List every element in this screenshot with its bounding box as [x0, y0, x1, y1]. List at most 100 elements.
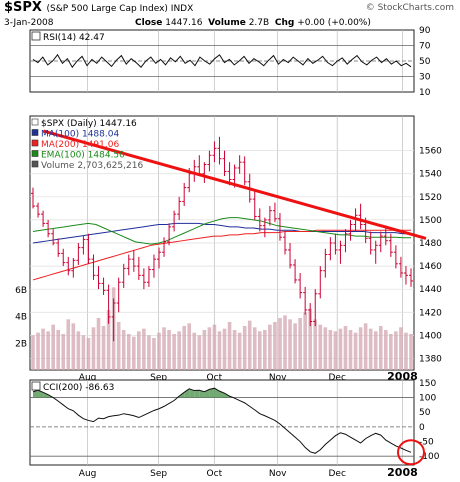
- volume-bar: [353, 332, 358, 370]
- volume-bar: [202, 329, 207, 370]
- cci-tick-label: 100: [419, 394, 436, 404]
- volume-bar: [187, 323, 192, 370]
- cci-overbought-fill: [194, 390, 200, 398]
- volume-bar: [247, 320, 252, 370]
- cci-x-tick-label: Nov: [269, 469, 287, 479]
- price-bar: [262, 217, 267, 238]
- volume-bar: [106, 309, 111, 370]
- price-bar: [96, 266, 101, 290]
- volume-bar: [61, 333, 66, 370]
- rsi-tick-label: 50: [419, 57, 431, 67]
- price-bar: [151, 254, 156, 278]
- price-bar: [182, 182, 187, 207]
- price-legend-swatch: [31, 129, 39, 136]
- cci-overbought-fill: [184, 388, 190, 398]
- price-bar: [121, 263, 126, 289]
- cci-tick-label: -100: [419, 452, 440, 462]
- price-x-tick-label: Aug: [79, 373, 97, 383]
- price-tick-label: 1560: [419, 147, 442, 157]
- price-bar: [313, 289, 318, 327]
- volume-bar: [81, 335, 86, 370]
- volume-bar: [126, 333, 131, 370]
- price-bar: [298, 273, 303, 299]
- price-legend-swatch: [31, 139, 39, 147]
- price-legend-swatch: [31, 160, 39, 168]
- price-bar: [368, 231, 373, 255]
- price-bar: [318, 266, 323, 299]
- ema100-line: [32, 217, 411, 245]
- rsi-line: [32, 53, 412, 69]
- volume-bar: [192, 332, 197, 370]
- volume-bar: [96, 317, 101, 370]
- exchange: INDX: [170, 4, 194, 14]
- price-bar: [86, 233, 91, 264]
- volume-bar: [66, 319, 71, 370]
- price-bar: [46, 219, 51, 238]
- volume-bar: [91, 327, 96, 370]
- volume-bar: [86, 337, 91, 370]
- price-bar: [242, 156, 247, 186]
- volume-bar: [358, 327, 363, 370]
- price-bar: [333, 233, 338, 255]
- price-bar: [308, 303, 313, 327]
- rsi-tick-label: 10: [419, 88, 431, 98]
- volume-bar: [252, 327, 257, 370]
- volume-bar: [147, 335, 151, 370]
- price-legend-label: $SPX (Daily) 1447.16: [41, 119, 137, 129]
- price-tick-label: 1460: [419, 262, 442, 272]
- volume-bar: [152, 337, 156, 370]
- volume-bar: [46, 331, 50, 370]
- price-bar: [76, 243, 81, 265]
- ma100-line: [32, 222, 411, 244]
- price-bar: [222, 150, 227, 177]
- price-bar: [393, 245, 398, 269]
- volume-bar: [293, 323, 297, 370]
- price-bar: [283, 231, 287, 255]
- volume-bar: [268, 324, 272, 370]
- price-bar: [383, 225, 388, 246]
- volume-bar: [348, 329, 353, 370]
- cci-line: [32, 387, 412, 454]
- cci-highlight-circle: [397, 439, 425, 466]
- price-x-tick-label: Sep: [150, 373, 167, 383]
- price-legend-label: MA(200) 1491.06: [41, 140, 119, 150]
- price-legend-swatch: [31, 150, 39, 157]
- rsi-legend-checkbox: [31, 31, 41, 41]
- cci-overbought-fill: [199, 390, 205, 398]
- price-bar: [116, 277, 121, 313]
- chg-value: +0.00 (+0.00%): [297, 18, 371, 28]
- volume-bar: [121, 329, 126, 370]
- price-bar: [328, 237, 333, 261]
- price-bar: [358, 203, 363, 230]
- volume-bar: [273, 321, 277, 370]
- price-bar: [136, 256, 141, 280]
- cci-x-tick-label: Dec: [328, 469, 345, 479]
- cci-x-tick-label: Oct: [207, 469, 223, 479]
- price-tick-label: 1480: [419, 239, 442, 249]
- volume-bar: [232, 329, 237, 370]
- volume-bar: [368, 328, 373, 370]
- volume-bar: [51, 324, 55, 370]
- volume-bar: [197, 335, 202, 370]
- volume-bar: [76, 331, 81, 370]
- price-bar: [91, 254, 96, 280]
- volume-bar: [207, 327, 212, 370]
- price-bar: [51, 229, 56, 246]
- price-bar: [272, 202, 277, 223]
- volume-bar: [278, 317, 282, 370]
- volume-tick-label: 6B: [15, 286, 27, 296]
- volume-bar: [373, 331, 378, 370]
- price-bar: [288, 243, 293, 269]
- price-bar: [56, 238, 61, 257]
- price-bar: [61, 248, 66, 267]
- cci-overbought-fill: [209, 388, 215, 398]
- chart-title: $SPX (S&P 500 Large Cap Index) INDX: [4, 0, 193, 15]
- price-bar: [409, 268, 413, 287]
- rsi-tick-label: 90: [419, 26, 431, 36]
- volume-bar: [212, 324, 217, 370]
- volume-bar: [399, 327, 403, 370]
- price-bar: [378, 231, 383, 253]
- price-legend-label: MA(100) 1488.04: [41, 130, 119, 140]
- price-bar: [202, 162, 207, 183]
- price-bar: [343, 229, 348, 253]
